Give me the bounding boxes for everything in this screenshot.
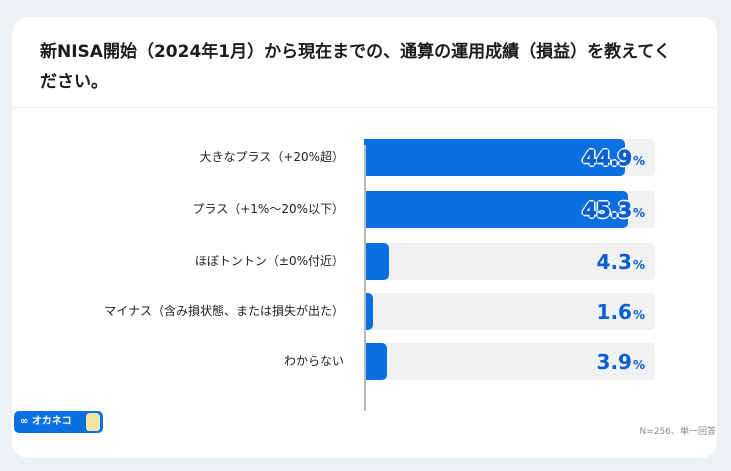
value-number: 44.9 xyxy=(582,146,632,171)
bar xyxy=(364,343,387,380)
bar-track xyxy=(364,293,655,330)
divider xyxy=(12,107,717,108)
brand-logo: ∞ オカネコ xyxy=(14,411,103,433)
value-unit: % xyxy=(632,258,645,272)
value-unit: % xyxy=(632,308,645,322)
chart-title: 新NISA開始（2024年1月）から現在までの、通算の運用成績（損益）を教えてく… xyxy=(40,42,671,92)
infinity-icon: ∞ xyxy=(20,416,32,427)
value-number: 1.6 xyxy=(596,300,632,324)
category-label: わからない xyxy=(283,354,344,368)
value-label: 1.6% xyxy=(597,293,645,330)
value-label: 44.9% xyxy=(582,139,645,176)
bar xyxy=(364,243,389,280)
value-label: 45.3% xyxy=(582,191,645,228)
sample-note: N=256、単一回答 xyxy=(639,427,716,437)
category-label: 大きなプラス（+20%超） xyxy=(199,150,345,164)
value-number: 3.9 xyxy=(596,350,632,374)
value-number: 45.3 xyxy=(582,198,632,223)
bar-row: プラス（+1%〜20%以下） 45.3% xyxy=(12,191,717,228)
bar-row: わからない 3.9% xyxy=(12,343,717,380)
category-label: プラス（+1%〜20%以下） xyxy=(192,202,344,216)
value-unit: % xyxy=(632,358,645,372)
value-label: 3.9% xyxy=(597,343,645,380)
cat-mascot-icon xyxy=(86,413,100,431)
bar-track xyxy=(364,243,655,280)
chart-card: 新NISA開始（2024年1月）から現在までの、通算の運用成績（損益）を教えてく… xyxy=(12,17,717,458)
bar xyxy=(364,293,373,330)
value-label: 4.3% xyxy=(597,243,645,280)
category-label: ほぼトントン（±0%付近） xyxy=(194,254,344,268)
y-axis-line xyxy=(364,145,366,411)
value-number: 4.3 xyxy=(596,250,632,274)
bar xyxy=(364,191,628,228)
bar-row: マイナス（含み損状態、または損失が出た） 1.6% xyxy=(12,293,717,330)
bar-track xyxy=(364,343,655,380)
value-unit: % xyxy=(632,206,645,220)
bar-row: 大きなプラス（+20%超） 44.9% xyxy=(12,139,717,176)
category-label: マイナス（含み損状態、または損失が出た） xyxy=(104,304,344,318)
bar xyxy=(364,139,625,176)
bar-row: ほぼトントン（±0%付近） 4.3% xyxy=(12,243,717,280)
brand-name: オカネコ xyxy=(31,416,72,427)
value-unit: % xyxy=(632,154,645,168)
